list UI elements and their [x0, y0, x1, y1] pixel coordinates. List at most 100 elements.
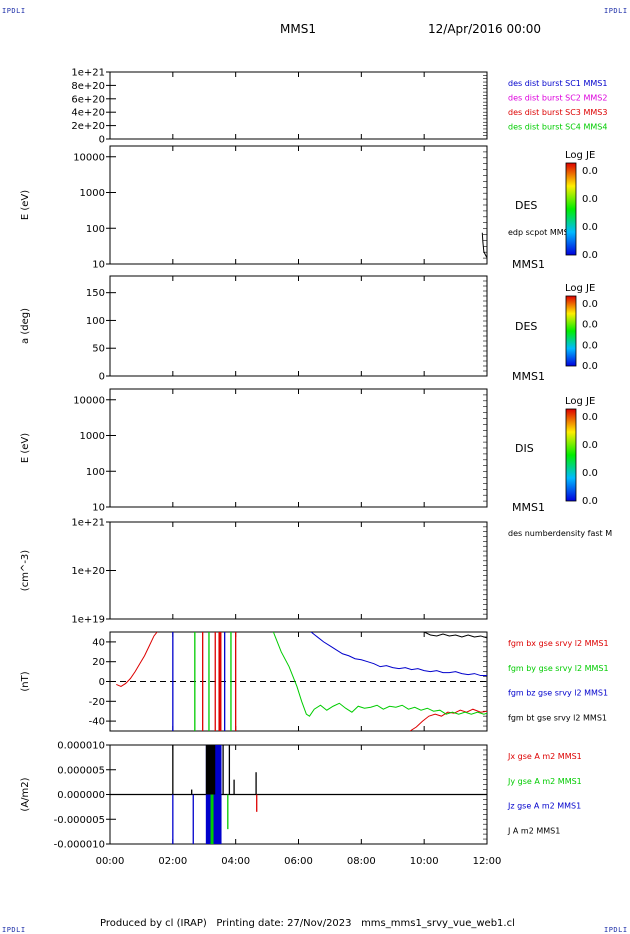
legend-entry: des dist burst SC1 MMS1	[508, 79, 607, 88]
footer: Produced by cl (IRAP) Printing date: 27/…	[100, 918, 515, 929]
y-tick-label: 100	[86, 467, 105, 478]
y-tick-label: -20	[89, 697, 105, 708]
date-title: 12/Apr/2016 00:00	[428, 22, 542, 36]
y-tick-label: 1e+19	[71, 615, 105, 626]
y-tick-label: 10000	[73, 152, 105, 163]
colorbar	[565, 408, 577, 502]
footer-filename: mms_mms1_srvy_vue_web1.cl	[361, 918, 515, 929]
x-tick-label: 00:00	[96, 856, 125, 867]
instrument-label: DIS	[515, 442, 534, 455]
y-tick-label: 6e+20	[71, 94, 105, 105]
colorbar-tick-label: 0.0	[582, 440, 598, 451]
colorbar	[565, 162, 577, 256]
x-tick-label: 10:00	[410, 856, 439, 867]
panel-frame-p4	[109, 388, 488, 508]
x-tick-label: 02:00	[158, 856, 187, 867]
colorbar-tick-label: 0.0	[582, 194, 598, 205]
y-tick-label: 150	[86, 288, 105, 299]
y-tick-label: 1e+20	[71, 566, 105, 577]
colorbar	[565, 295, 577, 367]
y-tick-label: 10	[92, 260, 105, 271]
y-axis-label: (cm^-3)	[20, 550, 31, 591]
colorbar-tick-label: 0.0	[582, 468, 598, 479]
y-axis-label: E (eV)	[20, 190, 31, 220]
instrument-label: DES	[515, 320, 537, 333]
x-tick-label: 12:00	[473, 856, 502, 867]
legend-entry: fgm by gse srvy l2 MMS1	[508, 664, 609, 673]
y-tick-label: 100	[86, 316, 105, 327]
scpot-line	[481, 232, 488, 258]
legend-entry: des dist burst SC2 MMS2	[508, 94, 607, 103]
y-axis-label: (nT)	[20, 671, 31, 691]
y-tick-label: 1000	[80, 431, 105, 442]
colorbar-tick-label: 0.0	[582, 250, 598, 261]
y-axis-label: a (deg)	[20, 308, 31, 344]
legend-entry: fgm bx gse srvy l2 MMS1	[508, 639, 609, 648]
y-tick-label: 0	[99, 135, 105, 146]
colorbar-title: Log JE	[565, 396, 595, 407]
footer-produced-by: Produced by cl (IRAP)	[100, 918, 207, 929]
legend-entry: Jy gse A m2 MMS1	[507, 777, 582, 786]
colorbar-tick-label: 0.0	[582, 222, 598, 233]
y-tick-label: 0	[99, 372, 105, 383]
colorbar-tick-label: 0.0	[582, 361, 598, 372]
colorbar-tick-label: 0.0	[582, 412, 598, 423]
y-tick-label: 0.000005	[57, 765, 105, 776]
y-tick-label: 8e+20	[71, 81, 105, 92]
series-line	[116, 632, 158, 688]
x-tick-label: 04:00	[221, 856, 250, 867]
y-tick-label: 0	[99, 677, 105, 688]
footer-printing-date: Printing date: 27/Nov/2023	[216, 918, 352, 929]
spacecraft-label: MMS1	[512, 501, 545, 514]
series-line	[272, 632, 487, 717]
y-tick-label: 20	[92, 657, 105, 668]
spacecraft-label: MMS1	[512, 258, 545, 271]
legend-entry: Jz gse A m2 MMS1	[507, 802, 581, 811]
colorbar-title: Log JE	[565, 283, 595, 294]
y-tick-label: 40	[92, 637, 105, 648]
y-tick-label: 1e+21	[71, 518, 105, 529]
y-axis-label: (A/m2)	[20, 777, 31, 811]
corner-label-tl: IPDLI	[2, 7, 26, 15]
panel-frame-p5	[109, 521, 488, 620]
y-tick-label: 10000	[73, 395, 105, 406]
y-tick-label: -40	[89, 717, 105, 728]
corner-label-br: IPDLI	[604, 926, 628, 934]
colorbar-tick-label: 0.0	[582, 496, 598, 507]
legend-entry: des numberdensity fast M	[508, 529, 612, 538]
colorbar-tick-label: 0.0	[582, 166, 598, 177]
legend-entry: Jx gse A m2 MMS1	[507, 752, 582, 761]
legend-entry: des dist burst SC4 MMS4	[508, 123, 607, 132]
x-tick-label: 08:00	[347, 856, 376, 867]
legend-entry: fgm bz gse srvy l2 MMS1	[508, 689, 608, 698]
colorbar-tick-label: 0.0	[582, 340, 598, 351]
y-tick-label: 1e+21	[71, 68, 105, 79]
legend-entry: des dist burst SC3 MMS3	[508, 108, 607, 117]
spacecraft-label: MMS1	[512, 370, 545, 383]
y-tick-label: -0.000005	[54, 815, 105, 826]
corner-label-tr: IPDLI	[604, 7, 628, 15]
y-tick-label: -0.000010	[54, 840, 105, 851]
panel-frame-p2	[109, 145, 488, 265]
y-tick-label: 0.000000	[57, 790, 105, 801]
colorbar-tick-label: 0.0	[582, 299, 598, 310]
y-tick-label: 10	[92, 503, 105, 514]
instrument-label: DES	[515, 199, 537, 212]
colorbar-title: Log JE	[565, 150, 595, 161]
y-tick-label: 2e+20	[71, 121, 105, 132]
series-line	[423, 632, 487, 639]
y-tick-label: 1000	[80, 188, 105, 199]
x-tick-label: 06:00	[284, 856, 313, 867]
panel-frame-p3	[109, 275, 488, 377]
legend-entry: fgm bt gse srvy l2 MMS1	[508, 713, 607, 722]
y-tick-label: 100	[86, 224, 105, 235]
series-line	[310, 632, 487, 677]
y-tick-label: 50	[92, 344, 105, 355]
mission-title: MMS1	[280, 22, 316, 36]
corner-label-bl: IPDLI	[2, 926, 26, 934]
scpot-label: edp scpot MMS1	[508, 228, 574, 237]
panel-frame-p1	[109, 71, 488, 140]
y-axis-label: E (eV)	[20, 433, 31, 463]
y-tick-label: 0.000010	[57, 741, 105, 752]
